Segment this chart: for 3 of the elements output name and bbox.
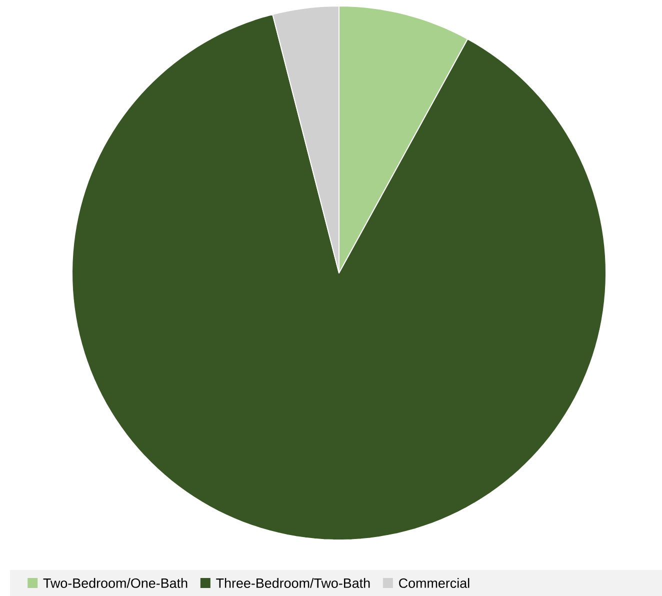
legend-label: Two-Bedroom/One-Bath bbox=[43, 578, 188, 588]
legend-label: Commercial bbox=[399, 578, 470, 588]
slice-label: Three-Bedroom/Two-Bath bbox=[216, 578, 370, 588]
